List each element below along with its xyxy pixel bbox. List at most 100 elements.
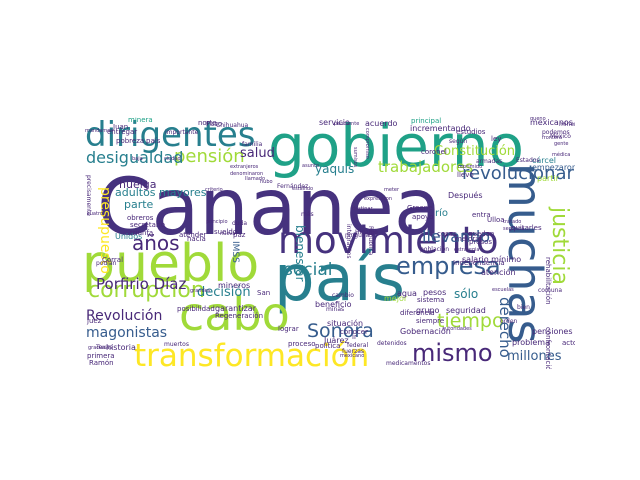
- word-segun: según: [449, 138, 468, 145]
- word-mas: más: [301, 211, 314, 218]
- word-incrementando: incrementando: [410, 124, 471, 133]
- word-tiempo: tiempo: [437, 310, 504, 332]
- word-regeneracion: Regeneración: [215, 312, 264, 320]
- word-revolucionario: revolucionario: [462, 163, 575, 184]
- word-imss: IMSS: [230, 241, 240, 263]
- word-garantizar: garantizar: [215, 304, 256, 313]
- word-beneficio: beneficio: [315, 300, 352, 309]
- word-politica: política: [315, 342, 341, 350]
- word-agua: agua: [397, 289, 417, 298]
- word-ramon: Ramón: [89, 359, 114, 367]
- word-corral: Corral: [102, 256, 124, 264]
- word-juarez: Juárez: [324, 336, 349, 345]
- word-podian: podían: [96, 260, 117, 267]
- word-unidos: Unidos: [115, 232, 143, 241]
- word-sumisos: sumisos: [352, 147, 358, 168]
- word-desigualdad: desigualdad: [86, 148, 184, 167]
- word-minera: minera: [128, 117, 153, 124]
- word-familia: familia: [242, 141, 263, 148]
- word-estudios: estudios: [456, 128, 486, 136]
- word-mismo: mismo: [412, 339, 493, 367]
- word-obreros: obreros: [127, 214, 154, 222]
- word-precisamente: precisamente: [85, 175, 92, 216]
- word-gobierno: gobierno: [268, 117, 524, 180]
- word-constitucion: Constitución: [434, 144, 516, 159]
- word-problema: problema: [512, 338, 551, 347]
- word-juan: Juan: [113, 123, 129, 131]
- word-poblacion: población: [420, 246, 450, 253]
- word-historia: historia: [106, 343, 136, 352]
- word-triunfa: triunfa: [130, 229, 154, 237]
- word-pesos: pesos: [423, 288, 447, 297]
- word-muertos: muertos: [164, 341, 189, 348]
- word-anos: años: [132, 231, 180, 255]
- word-salario-minimo: salario mínimo: [462, 255, 522, 264]
- word-quedan: quedan: [468, 230, 495, 238]
- word-atender: atender: [179, 231, 207, 239]
- word-llevando: llevando: [422, 227, 491, 246]
- word-apoyo: apoyo: [412, 213, 434, 221]
- word-compromiso: compromiso: [364, 128, 370, 159]
- word-partir: partir: [537, 174, 559, 183]
- word-diferencia: diferencia: [400, 309, 435, 317]
- word-llevo: llevó: [457, 171, 474, 179]
- word-armadas: armadas: [476, 158, 503, 165]
- word-pais-small: país: [146, 137, 161, 145]
- word-criterio: criterio: [205, 187, 223, 193]
- word-chihuahua: Chihuahua: [216, 122, 249, 129]
- word-adultos-mayores: adultos mayores: [115, 186, 207, 199]
- word-entra: entra: [472, 211, 491, 219]
- word-revolucion: Revolución: [86, 308, 163, 324]
- word-federal: federal: [347, 342, 369, 349]
- word-primera: primera: [87, 352, 115, 360]
- word-hacia: hacia: [187, 235, 206, 243]
- word-acuerdo: acuerdo: [365, 119, 398, 128]
- word-escuelas: escuelas: [492, 287, 514, 293]
- word-paso: Paso: [206, 120, 223, 128]
- word-baja: baja: [132, 156, 143, 162]
- word-coronel: coronel: [421, 148, 447, 156]
- word-pensiones: pensiones: [532, 327, 573, 336]
- word-gente: gente: [554, 141, 569, 147]
- word-huelga: huelga: [119, 178, 157, 191]
- word-nueva: nueva: [220, 231, 236, 237]
- word-destinar: destinar: [352, 206, 373, 212]
- word-ciudad: ciudad: [164, 156, 181, 162]
- word-principal: principal: [411, 117, 442, 125]
- word-mineria: minería: [559, 121, 575, 128]
- word-san: San: [257, 289, 271, 297]
- word-meter: meter: [384, 187, 400, 193]
- word-asunto: asunto: [302, 163, 320, 169]
- word-decision: decisión: [197, 285, 251, 300]
- word-greene: Greene: [407, 204, 433, 212]
- word-bien: bien: [517, 304, 530, 311]
- word-empezaron: empezaron: [532, 163, 575, 172]
- word-medica: médica: [552, 152, 571, 158]
- word-grandes: grandes: [190, 288, 211, 294]
- word-empresa: empresa: [396, 252, 501, 280]
- word-atencion: atención: [481, 268, 516, 277]
- word-bienestar: bienestar: [293, 225, 307, 282]
- word-grupo: grupo: [416, 306, 440, 315]
- word-cambio: cambio: [332, 292, 354, 299]
- word-fernandez: Fernández: [277, 183, 309, 190]
- word-ley: ley: [491, 135, 502, 143]
- word-frontera: frontera: [542, 135, 563, 141]
- word-presos: presos: [469, 238, 493, 246]
- word-denominaron: denominaron: [230, 171, 264, 177]
- word-seguridad: seguridad: [446, 306, 486, 315]
- word-texas: Texas: [96, 344, 113, 351]
- word-ninguna: ninguna: [345, 232, 370, 239]
- word-mandamos: mandamos: [85, 128, 113, 134]
- word-rehabilitacion: rehabilitación: [544, 257, 552, 305]
- word-paz: paz: [233, 231, 246, 239]
- word-trabajadores: trabajadores: [378, 158, 473, 176]
- word-integrantes: integrantes: [345, 224, 352, 259]
- word-quitarles: quitarles: [511, 224, 542, 232]
- word-sistema: sistema: [417, 296, 445, 304]
- word-mexico: México: [550, 133, 571, 140]
- word-pobreza: pobreza: [116, 137, 145, 145]
- word-cabo: cabo: [179, 287, 290, 341]
- word-dueno: dueño: [530, 117, 546, 122]
- word-conocer: conocer: [340, 328, 368, 336]
